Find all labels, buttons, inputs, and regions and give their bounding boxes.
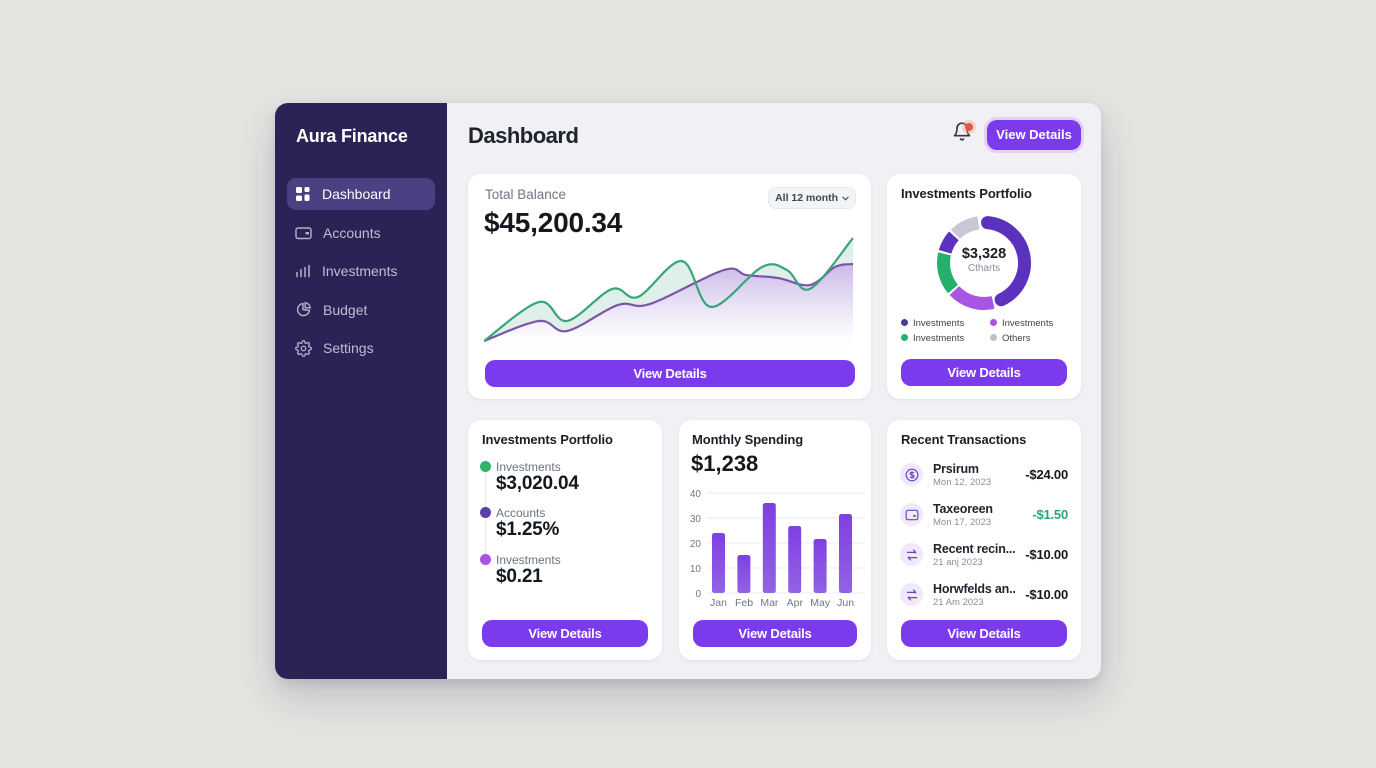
svg-text:Jan: Jan [710, 597, 727, 609]
svg-text:May: May [810, 597, 831, 609]
svg-text:Mar: Mar [760, 597, 779, 609]
svg-text:30: 30 [690, 514, 702, 525]
svg-text:Apr: Apr [787, 597, 804, 609]
svg-text:0: 0 [695, 589, 701, 600]
svg-text:10: 10 [690, 564, 702, 575]
svg-text:40: 40 [690, 489, 702, 500]
svg-text:Jun: Jun [837, 597, 854, 609]
svg-text:Feb: Feb [735, 597, 753, 609]
svg-text:20: 20 [690, 539, 702, 550]
